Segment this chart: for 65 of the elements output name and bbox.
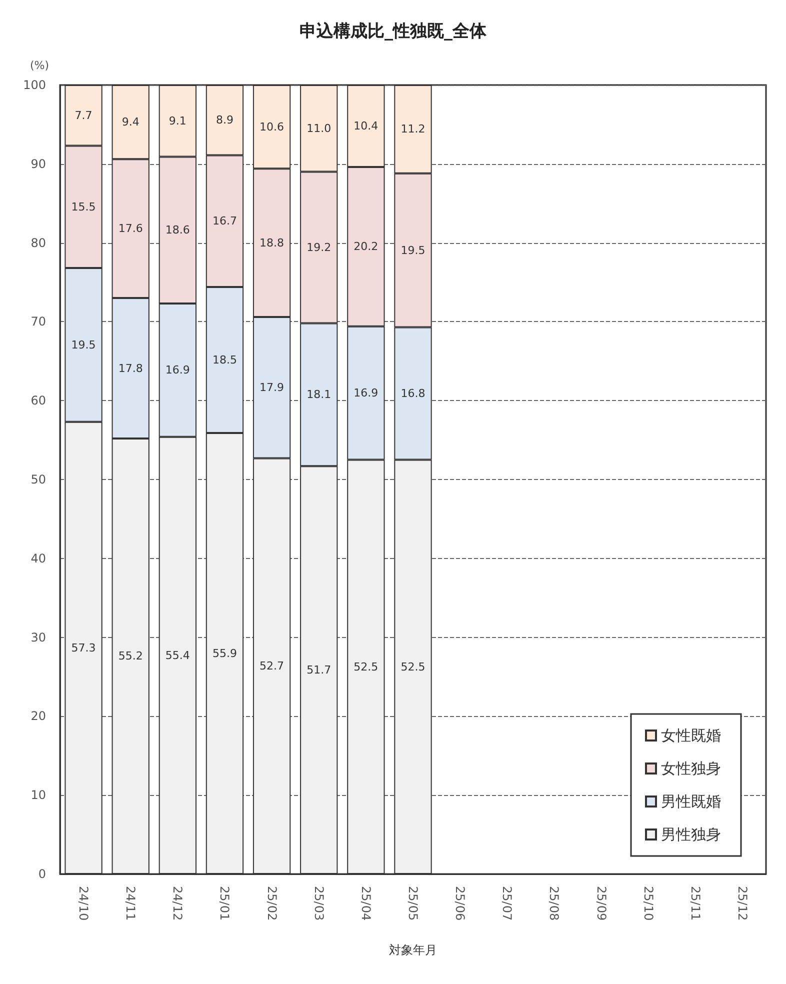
- x-tick-label: 25/11: [688, 886, 702, 921]
- y-tick-label: 60: [30, 394, 46, 408]
- data-label: 15.5: [71, 200, 96, 214]
- data-label: 17.8: [118, 362, 143, 375]
- x-tick-label: 24/11: [124, 886, 138, 921]
- data-label: 18.1: [306, 388, 332, 402]
- data-label: 57.3: [71, 641, 96, 654]
- data-label: 51.7: [306, 664, 332, 677]
- legend-label: 女性既婚: [661, 726, 721, 744]
- data-label: 16.8: [400, 387, 426, 400]
- data-label: 11.2: [400, 122, 426, 136]
- data-label: 16.9: [165, 364, 190, 377]
- y-tick-label: 10: [30, 788, 46, 802]
- data-label: 18.6: [165, 224, 190, 237]
- data-label: 18.8: [260, 236, 284, 250]
- data-label: 11.0: [306, 122, 332, 135]
- data-label: 55.9: [212, 646, 237, 660]
- chart-title: 申込構成比_性独既_全体: [300, 22, 488, 42]
- y-tick-label: 30: [30, 630, 46, 644]
- x-tick-label: 25/08: [547, 886, 562, 921]
- data-label: 52.5: [354, 660, 378, 674]
- data-label: 19.2: [306, 241, 332, 254]
- data-label: 18.5: [212, 353, 237, 366]
- data-label: 16.9: [354, 386, 378, 400]
- data-label: 16.7: [212, 214, 237, 228]
- y-tick-label: 20: [30, 709, 46, 724]
- x-tick-label: 25/05: [406, 886, 420, 921]
- legend-label: 男性既婚: [661, 792, 721, 810]
- x-tick-label: 25/01: [218, 886, 232, 921]
- data-label: 52.7: [260, 660, 284, 673]
- data-label: 17.9: [260, 381, 284, 394]
- y-tick-label: 40: [30, 551, 46, 566]
- x-tick-label: 25/06: [453, 886, 468, 921]
- data-label: 9.1: [168, 114, 186, 128]
- y-tick-label: 50: [30, 472, 46, 486]
- x-tick-label: 24/12: [170, 886, 185, 921]
- data-label: 55.4: [165, 648, 190, 662]
- x-tick-label: 25/07: [500, 886, 514, 921]
- data-label: 55.2: [118, 650, 143, 663]
- data-label: 10.6: [260, 120, 284, 134]
- x-tick-label: 25/04: [358, 886, 373, 921]
- y-axis-title: (%): [30, 59, 50, 72]
- x-tick-label: 25/03: [312, 886, 326, 921]
- data-label: 7.7: [74, 108, 92, 122]
- x-tick-label: 25/10: [641, 886, 656, 921]
- x-tick-label: 25/09: [594, 886, 608, 921]
- y-tick-label: 100: [23, 78, 46, 92]
- data-label: 17.6: [118, 222, 143, 236]
- data-label: 9.4: [122, 116, 140, 129]
- data-label: 10.4: [354, 120, 378, 133]
- y-tick-label: 90: [30, 156, 46, 171]
- legend-label: 男性独身: [661, 826, 721, 844]
- y-tick-label: 70: [30, 314, 46, 329]
- data-label: 8.9: [216, 114, 234, 127]
- data-label: 19.5: [71, 338, 96, 352]
- legend-label: 女性独身: [661, 760, 721, 778]
- data-label: 20.2: [354, 240, 378, 254]
- data-label: 19.5: [400, 244, 426, 257]
- y-tick-label: 80: [30, 236, 46, 250]
- x-axis-title: 対象年月: [389, 943, 437, 957]
- x-tick-label: 25/02: [264, 886, 279, 921]
- x-tick-label: 25/12: [735, 886, 750, 921]
- x-tick-label: 24/10: [76, 886, 91, 921]
- y-tick-label: 0: [38, 867, 46, 881]
- data-label: 52.5: [400, 660, 426, 674]
